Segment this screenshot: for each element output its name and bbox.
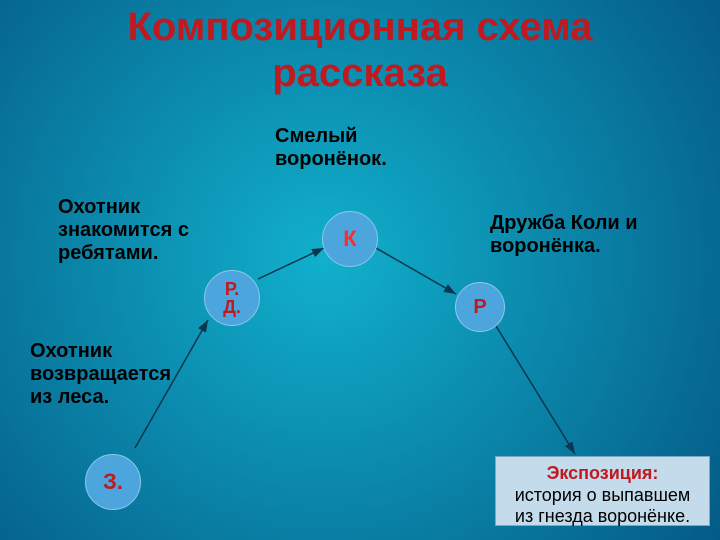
node-rd-letter: Р. Д. bbox=[223, 280, 241, 316]
label-falling: Дружба Коли иворонёнка. bbox=[490, 212, 720, 258]
diagram-stage: Композиционная схемарассказа З. Р. Д. К … bbox=[0, 0, 720, 540]
node-z: З. bbox=[85, 454, 141, 510]
exposition-box: Экспозиция: история о выпавшем из гнезда… bbox=[495, 456, 710, 526]
label-rising: Охотникзнакомится сребятами. bbox=[58, 196, 248, 265]
label-climax: Смелыйворонёнок. bbox=[275, 125, 475, 171]
node-p: Р bbox=[455, 282, 505, 332]
node-z-letter: З. bbox=[103, 471, 123, 493]
page-title: Композиционная схемарассказа bbox=[0, 4, 720, 96]
node-k-letter: К bbox=[343, 228, 356, 250]
label-opening: Охотниквозвращаетсяиз леса. bbox=[30, 340, 220, 409]
exposition-line3: из гнезда воронёнке. bbox=[515, 506, 690, 526]
exposition-line1: Экспозиция: bbox=[547, 463, 659, 483]
node-p-letter: Р bbox=[473, 297, 486, 317]
node-k: К bbox=[322, 211, 378, 267]
node-rd: Р. Д. bbox=[204, 270, 260, 326]
exposition-line2: история о выпавшем bbox=[515, 485, 691, 505]
